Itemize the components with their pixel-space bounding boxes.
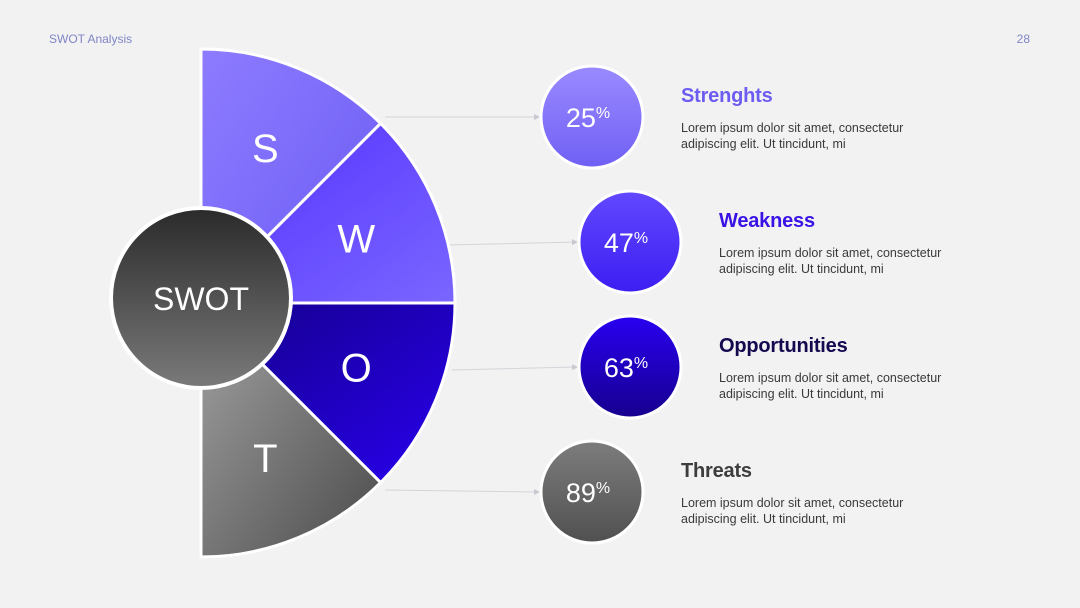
opportunities-letter: O <box>341 346 372 390</box>
threats-title: Threats <box>681 460 752 482</box>
strengths-percent-circle <box>539 64 645 170</box>
opportunities-connector <box>451 364 578 371</box>
opportunities-block: Opportunities Lorem ipsum dolor sit amet… <box>719 335 1019 402</box>
threats-block: Threats Lorem ipsum dolor sit amet, cons… <box>681 460 981 527</box>
threats-letter: T <box>253 437 277 481</box>
strengths-title: Strenghts <box>681 85 773 107</box>
threats-percent-circle <box>539 439 645 545</box>
page-number: 28 <box>1016 32 1030 46</box>
weakness-letter: W <box>337 218 375 262</box>
opportunities-percent: 63% <box>604 353 648 383</box>
weakness-block: Weakness Lorem ipsum dolor sit amet, con… <box>719 210 1019 277</box>
center-label: SWOT <box>153 281 249 317</box>
strengths-percent: 25% <box>566 103 610 133</box>
weakness-percent-circle <box>577 189 683 295</box>
opportunities-description: Lorem ipsum dolor sit amet, consectetur a… <box>719 371 942 401</box>
slide-title: SWOT Analysis <box>49 32 133 46</box>
threats-percent: 89% <box>566 478 610 508</box>
threats-connector <box>384 488 540 495</box>
opportunities-title: Opportunities <box>719 335 848 357</box>
strengths-letter: S <box>252 127 279 171</box>
opportunities-percent-circle <box>577 314 683 420</box>
strengths-description: Lorem ipsum dolor sit amet, consectetur a… <box>681 121 904 151</box>
weakness-percent: 47% <box>604 228 648 258</box>
threats-description: Lorem ipsum dolor sit amet, consectetur a… <box>681 496 904 526</box>
center-circle <box>109 206 293 390</box>
weakness-connector <box>447 239 578 246</box>
strengths-block: Strenghts Lorem ipsum dolor sit amet, co… <box>681 85 981 152</box>
weakness-title: Weakness <box>719 210 815 232</box>
weakness-description: Lorem ipsum dolor sit amet, consectetur a… <box>719 246 942 276</box>
